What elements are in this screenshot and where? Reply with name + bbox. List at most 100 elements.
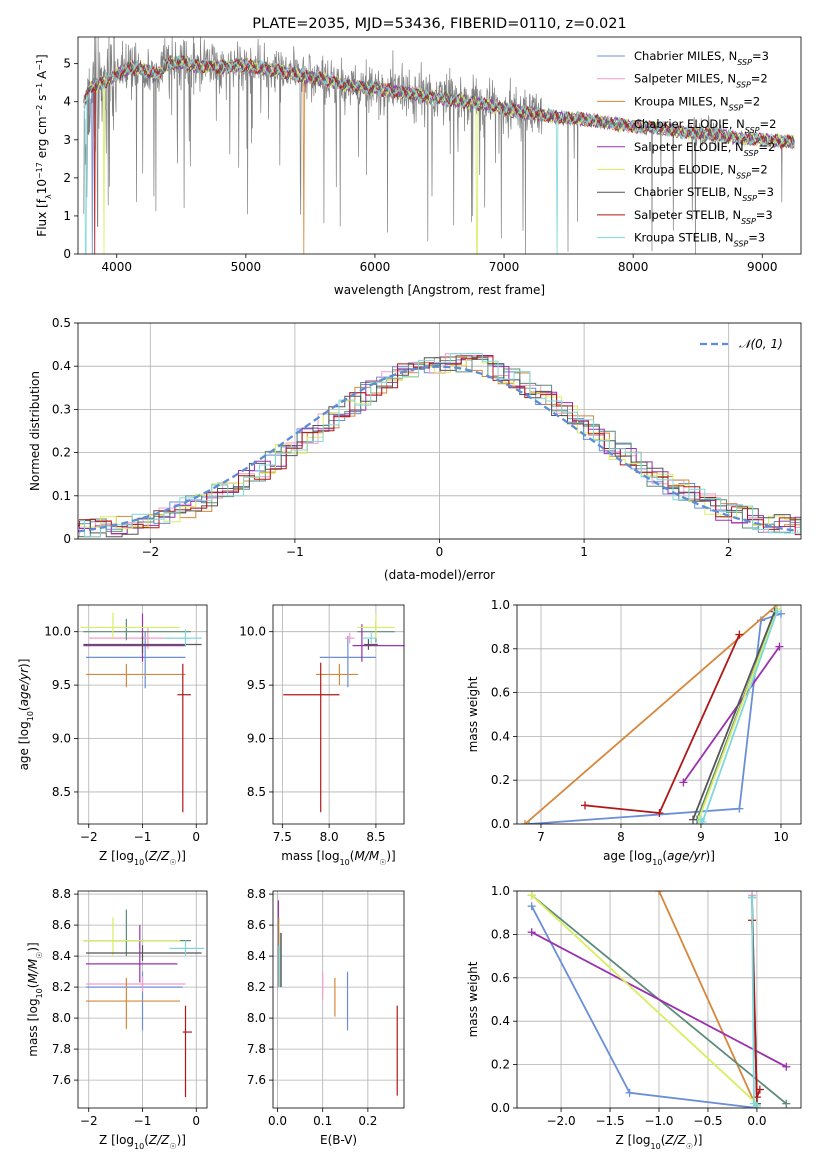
errorbar-point (80, 612, 181, 639)
label-part: ☉ (169, 858, 176, 867)
label-part: )] (177, 849, 186, 863)
y-axis-label: Normed distribution (28, 371, 42, 491)
legend-text-end: =2 (758, 140, 775, 154)
x-tick-label: 2 (725, 545, 733, 559)
label-part: ☉ (35, 952, 44, 959)
label-part: 10 (134, 858, 144, 867)
y-tick-label: 0.6 (491, 686, 510, 700)
legend-sub: SSP (741, 216, 756, 225)
x-axis-label: Z [log10(Z/Z☉)] (99, 1133, 186, 1151)
y-tick-label: 0.8 (491, 642, 510, 656)
y-tick-label: 0.5 (52, 316, 71, 330)
x-tick-label: −2 (80, 1114, 98, 1128)
y-tick-label: 8.8 (247, 887, 266, 901)
label-part: ( (661, 1133, 666, 1147)
y-tick-label: 0.4 (52, 359, 71, 373)
label-part: age [log (603, 849, 652, 863)
axes-residuals: −2 −1 0 1 2 0 0.1 0.2 0.3 0.4 0.5 (data-model)/erro… (28, 316, 802, 582)
axes-age-vs-mass: 7.5 8.0 8.5 8.5 9.0 9.5 10.0 mass [log10(M/M☉)] (239, 604, 405, 867)
errorbar-point (182, 1005, 192, 1098)
legend-text: Kroupa ELODIE, N (634, 163, 736, 177)
legend-text-end: =2 (760, 117, 777, 131)
errorbar-point (345, 632, 355, 644)
errorbar-point (86, 976, 186, 992)
label-part: )] (26, 942, 40, 951)
label-part: Z/Z (148, 1133, 170, 1147)
model-line (83, 55, 795, 149)
weight-series (525, 609, 785, 824)
errorbar-point (86, 977, 181, 1029)
legend-text: Salpeter STELIB, N (634, 208, 741, 222)
label-part: mass [log (281, 849, 339, 863)
plot-area (521, 605, 785, 824)
label-part: )] (17, 659, 31, 668)
y-axis-label: Flux [fλ10−17 erg cm−2 s−1 A−1] (35, 54, 53, 236)
errorbar-point (361, 632, 376, 644)
x-axis-label: (data-model)/error (384, 568, 495, 582)
y-tick-label: 8.2 (247, 980, 266, 994)
chart-title: PLATE=2035, MJD=53436, FIBERID=0110, z=0… (252, 16, 626, 32)
y-tick-label: 8.6 (52, 918, 71, 932)
axes-spectrum: 4000 5000 6000 7000 8000 9000 0 1 2 3 4 5 PLATE=2035… (35, 16, 802, 297)
axes-frame (77, 322, 802, 540)
y-tick-label: 8.2 (52, 980, 71, 994)
x-tick-label: −1 (286, 545, 304, 559)
y-tick-label: 0.0 (491, 1101, 510, 1115)
y-tick-label: 0.2 (491, 773, 510, 787)
y-tick-label: 8.4 (247, 949, 266, 963)
weight-line (528, 612, 782, 824)
histogram-step (78, 358, 801, 529)
y-tick-label: 0.3 (52, 402, 71, 416)
x-axis-label: mass [log10(M/M☉)] (281, 849, 396, 867)
y-axis-label: mass weight (466, 676, 480, 752)
label-part: mass [log (26, 998, 40, 1056)
label-part: Flux [f (35, 198, 49, 236)
x-tick-label: 0 (192, 1114, 200, 1128)
label-part: s (35, 95, 49, 105)
ticks: −2 −1 0 8.5 9.0 9.5 10.0 (44, 625, 200, 844)
y-tick-label: 8.5 (247, 785, 266, 799)
y-tick-label: 1 (63, 209, 71, 223)
label-part: 10 (134, 1142, 144, 1151)
weight-line (531, 931, 787, 1068)
label-part: 10 (652, 858, 662, 867)
x-tick-label: 8000 (618, 260, 649, 274)
errorbar-point (83, 635, 202, 654)
y-tick-label: 0.2 (491, 1058, 510, 1072)
weight-series (748, 893, 761, 1108)
legend-text-end: =3 (757, 185, 774, 199)
label-part: Z [log (99, 1133, 134, 1147)
legend-text: Chabrier MILES, N (634, 49, 737, 63)
x-tick-label: −1 (134, 830, 152, 844)
errorbar-point (83, 917, 181, 957)
label-part: )] (386, 849, 395, 863)
x-axis-label: wavelength [Angstrom, rest frame] (334, 283, 545, 297)
weight-series (679, 642, 784, 787)
y-axis-label: age [log10(age/yr)] (17, 659, 35, 771)
x-tick-label: 9 (697, 830, 705, 844)
legend-label: Salpeter MILES, NSSP=2 (634, 72, 768, 90)
label-part: M/M (26, 958, 40, 983)
x-tick-label: 0 (192, 830, 200, 844)
weight-line (584, 634, 741, 814)
y-tick-label: 8.0 (52, 1011, 71, 1025)
histogram-step (78, 355, 801, 538)
label-part: ( (144, 849, 149, 863)
legend-label: Kroupa ELODIE, NSSP=2 (634, 163, 768, 181)
legend-sub: SSP (729, 103, 744, 112)
label-part: Z [log (616, 1133, 651, 1147)
legend-text-end: =2 (743, 94, 760, 108)
axes-frame (272, 604, 405, 825)
weight-line (530, 905, 758, 1108)
y-tick-label: 0.2 (52, 446, 71, 460)
y-tick-label: 2 (63, 171, 71, 185)
errorbar-point (363, 639, 378, 650)
weight-series (697, 607, 781, 824)
legend-label: Salpeter STELIB, NSSP=3 (634, 208, 773, 226)
y-tick-label: 9.5 (247, 678, 266, 692)
legend-text: Kroupa STELIB, N (634, 231, 734, 245)
legend-sub: SSP (736, 80, 751, 89)
y-tick-label: 1.0 (491, 598, 510, 612)
legend-text-end: =2 (751, 163, 768, 177)
weight-series (527, 902, 761, 1108)
